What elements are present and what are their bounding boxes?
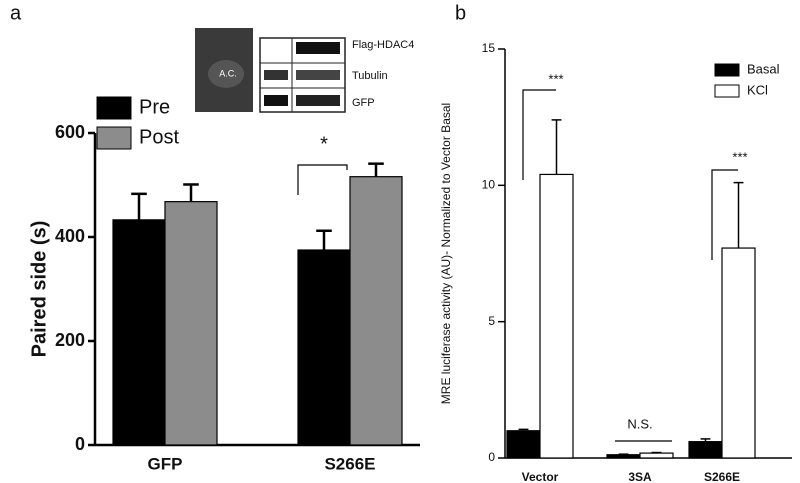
y-tick-label: 15 [482,41,496,55]
y-tick-label: 400 [55,226,85,246]
y-tick-label: 200 [55,330,85,350]
legend-swatch [96,96,132,120]
annotation: * [320,133,328,155]
blot-band [296,70,340,80]
x-tick-label: S266E [704,470,740,483]
y-tick-label: 5 [488,314,495,328]
bar [164,201,218,446]
bar [639,452,674,459]
y-tick-label: 10 [482,178,496,192]
y-axis-label: MRE luciferase activity (AU)- Normalized… [439,103,453,404]
y-tick-label: 600 [55,122,85,142]
blot-label: Tubulin [352,70,388,82]
inset: A.C. Flag-HDAC4 Tubulin GFP [195,28,414,113]
significance-bracket [297,164,348,195]
blot-label: Flag-HDAC4 [352,39,414,51]
blot-band [264,70,288,80]
legend-swatch [96,126,132,150]
annotation: *** [548,71,563,86]
x-tick-label: S266E [324,454,375,473]
bar [539,173,574,459]
blot-band [296,42,340,54]
legend-label: Basal [747,61,780,76]
y-axis-label: Paired side (s) [28,221,50,358]
y-tick-label: 0 [488,450,495,464]
annotation: *** [732,149,747,164]
bar [297,249,351,446]
significance-bracket [711,169,738,260]
blot-band [264,95,288,106]
panel-label: a [10,2,22,24]
panel-label: b [455,2,466,24]
legend-swatch [714,84,740,98]
inset-image-label: A.C. [219,68,237,78]
bar [688,441,723,459]
legend-label: Post [139,126,179,148]
bar [112,219,166,446]
legend-label: Pre [139,96,170,118]
legend-label: KCl [747,82,768,97]
annotation: N.S. [627,416,652,431]
x-tick-label: 3SA [628,470,652,483]
bar [506,430,541,459]
bar [721,247,756,459]
bar [606,454,641,459]
x-tick-label: Vector [522,470,559,483]
legend-swatch [714,63,740,77]
y-tick-label: 0 [75,434,85,454]
blot-label: GFP [352,97,375,109]
x-tick-label: GFP [148,454,183,473]
significance-bracket [522,89,556,180]
blot-band [296,95,340,106]
inset-region [208,60,244,88]
bar [349,176,403,446]
